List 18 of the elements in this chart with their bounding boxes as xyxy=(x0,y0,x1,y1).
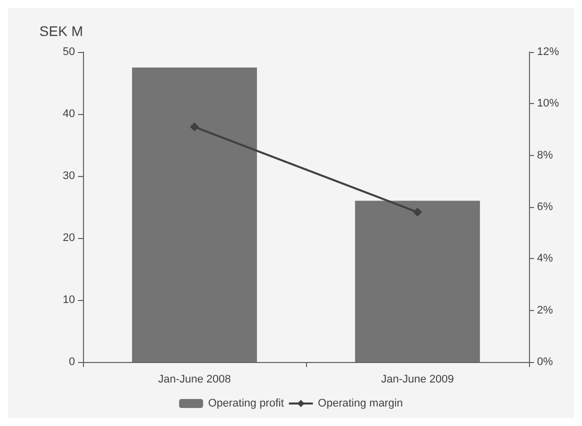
x-tick-label: Jan-June 2009 xyxy=(381,374,454,386)
y2-tick-label: 8% xyxy=(537,149,554,162)
y-tick-label: 40 xyxy=(62,108,75,120)
y2-tick-label: 6% xyxy=(537,201,554,213)
y2-tick-label: 12% xyxy=(537,46,560,58)
legend-label: Operating margin xyxy=(318,398,403,410)
legend-label: Operating profit xyxy=(208,398,284,410)
y-tick-label: 20 xyxy=(62,232,75,244)
y2-tick-label: 2% xyxy=(537,304,554,316)
y-tick-label: 30 xyxy=(62,170,75,182)
y2-tick-label: 10% xyxy=(537,98,560,110)
y2-tick-label: 4% xyxy=(537,252,554,265)
y-tick-label: 0 xyxy=(68,356,75,368)
y-tick-label: 50 xyxy=(62,46,75,58)
y2-tick-label: 0% xyxy=(537,356,554,368)
y-axis-title: SEK M xyxy=(39,23,83,39)
y-tick-label: 10 xyxy=(62,294,75,306)
x-tick-label: Jan-June 2008 xyxy=(158,374,231,386)
